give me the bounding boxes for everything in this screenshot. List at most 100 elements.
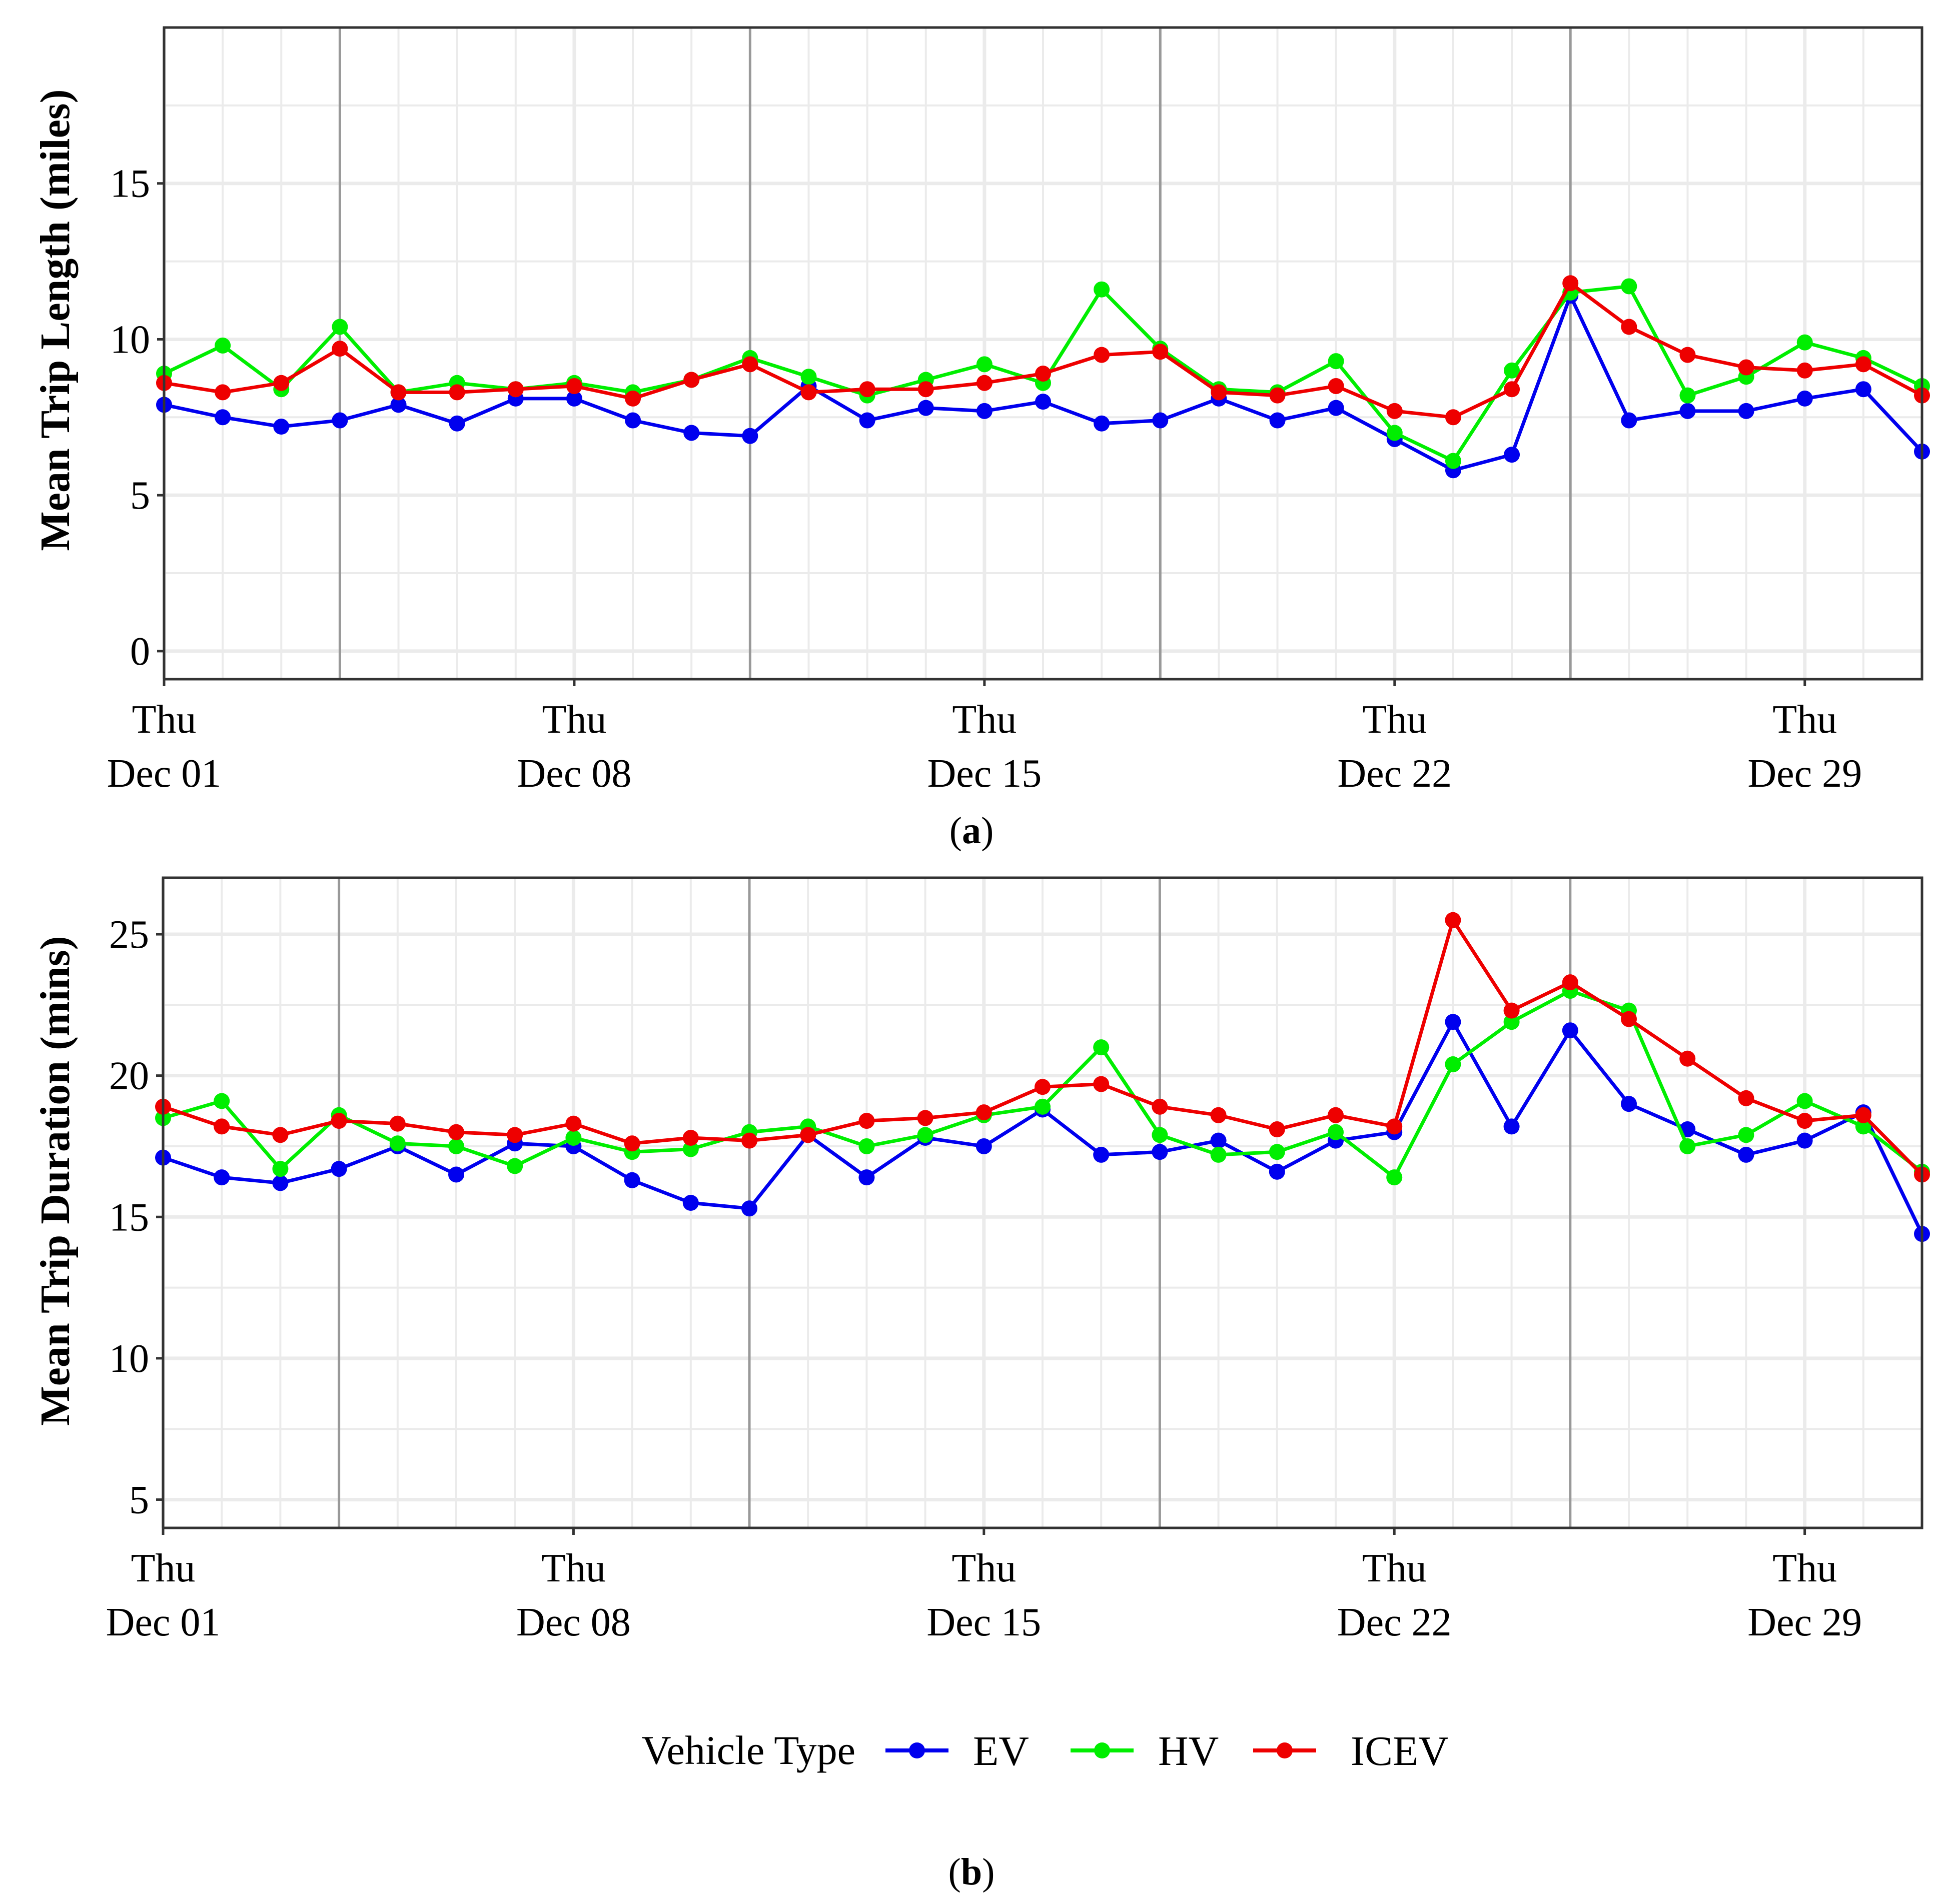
x-tick-label-date: Dec 01 bbox=[107, 752, 222, 796]
grid-layer bbox=[161, 878, 1923, 1528]
data-point-icev bbox=[331, 1113, 347, 1129]
data-point-icev bbox=[215, 384, 231, 401]
x-ticks: Thu Dec 01 Thu Dec 08 Thu Dec 15 Thu Dec 22 Thu D… bbox=[106, 1528, 1862, 1644]
data-point-icev bbox=[917, 381, 934, 398]
data-point-ev bbox=[683, 425, 700, 441]
data-point-icev bbox=[449, 384, 465, 401]
legend-swatch-point bbox=[909, 1742, 925, 1758]
legend-label-hv: HV bbox=[1158, 1728, 1219, 1774]
data-point-hv bbox=[1796, 334, 1813, 351]
x-tick-label-weekday: Thu bbox=[1772, 698, 1837, 742]
data-point-icev bbox=[566, 378, 582, 394]
data-point-ev bbox=[448, 1166, 464, 1183]
data-point-icev bbox=[624, 1135, 640, 1152]
data-point-hv bbox=[682, 1141, 699, 1157]
data-point-icev bbox=[1035, 366, 1051, 382]
data-point-icev bbox=[1445, 912, 1461, 928]
y-tick-label: 5 bbox=[130, 474, 150, 518]
data-point-ev bbox=[682, 1195, 699, 1211]
data-point-ev bbox=[1855, 381, 1871, 398]
data-point-icev bbox=[1504, 381, 1520, 398]
data-point-hv bbox=[565, 1130, 582, 1146]
data-point-ev bbox=[1796, 1132, 1813, 1149]
data-point-ev bbox=[1679, 403, 1696, 419]
data-point-icev bbox=[1094, 347, 1110, 363]
data-point-ev bbox=[1504, 447, 1520, 463]
data-point-icev bbox=[1152, 1098, 1168, 1115]
data-point-ev bbox=[1152, 1144, 1168, 1160]
data-point-icev bbox=[1562, 974, 1578, 991]
legend-item-icev: ICEV bbox=[1253, 1728, 1449, 1774]
data-point-hv bbox=[1621, 278, 1637, 295]
data-point-ev bbox=[1152, 412, 1169, 429]
y-tick-label: 20 bbox=[109, 1054, 149, 1098]
data-point-hv bbox=[215, 337, 231, 354]
data-point-icev bbox=[858, 1113, 875, 1129]
data-point-icev bbox=[507, 381, 524, 398]
data-point-icev bbox=[1269, 387, 1286, 404]
x-tick-label-date: Dec 29 bbox=[1747, 1600, 1862, 1644]
data-point-ev bbox=[1445, 1014, 1461, 1030]
panel-border bbox=[163, 26, 1923, 681]
y-tick-label: 5 bbox=[129, 1478, 149, 1522]
data-point-ev bbox=[1269, 1163, 1285, 1180]
data-point-hv bbox=[1035, 1098, 1051, 1115]
y-tick-label: 10 bbox=[110, 318, 150, 362]
data-point-hv bbox=[1328, 353, 1344, 370]
data-point-hv bbox=[1386, 1169, 1403, 1186]
y-tick-label: 10 bbox=[109, 1337, 149, 1381]
data-point-hv bbox=[1796, 1093, 1813, 1109]
data-point-hv bbox=[1152, 1127, 1168, 1143]
data-point-icev bbox=[1386, 403, 1403, 419]
data-point-icev bbox=[1855, 1107, 1871, 1123]
legend-title: Vehicle Type bbox=[641, 1727, 855, 1773]
x-tick-label-weekday: Thu bbox=[542, 698, 606, 742]
y-tick-label: 25 bbox=[109, 913, 149, 957]
data-point-ev bbox=[1269, 412, 1286, 429]
data-point-icev bbox=[507, 1127, 523, 1143]
data-point-hv bbox=[1679, 387, 1696, 404]
x-tick-label-date: Dec 01 bbox=[106, 1600, 221, 1644]
data-point-ev bbox=[1738, 403, 1754, 419]
caption-b: (b) bbox=[948, 1851, 995, 1893]
data-point-ev bbox=[741, 1200, 757, 1217]
data-point-icev bbox=[1210, 1107, 1227, 1123]
series-layer bbox=[156, 275, 1930, 479]
data-point-hv bbox=[1269, 1144, 1285, 1160]
data-point-hv bbox=[858, 1138, 875, 1154]
data-point-hv bbox=[507, 1158, 523, 1174]
data-point-hv bbox=[1386, 425, 1403, 441]
data-point-ev bbox=[859, 412, 875, 429]
data-point-ev bbox=[624, 1172, 640, 1188]
data-point-ev bbox=[449, 415, 465, 432]
data-point-icev bbox=[1035, 1079, 1051, 1095]
data-point-hv bbox=[389, 1135, 406, 1152]
data-point-icev bbox=[917, 1110, 933, 1126]
data-point-hv bbox=[1503, 1014, 1520, 1030]
data-point-ev bbox=[1796, 390, 1813, 407]
data-point-icev bbox=[448, 1124, 464, 1140]
x-tick-label-date: Dec 29 bbox=[1747, 752, 1862, 796]
x-ticks: Thu Dec 01 Thu Dec 08 Thu Dec 15 Thu Dec 22 Thu D… bbox=[107, 679, 1862, 796]
data-point-icev bbox=[800, 384, 817, 401]
legend-item-hv: HV bbox=[1071, 1728, 1219, 1774]
data-point-icev bbox=[1328, 378, 1344, 394]
series-hv bbox=[156, 278, 1930, 469]
data-point-ev bbox=[331, 1161, 347, 1177]
data-point-ev bbox=[976, 1138, 992, 1154]
data-point-ev bbox=[1503, 1118, 1520, 1135]
data-point-hv bbox=[1445, 453, 1461, 469]
data-point-icev bbox=[1269, 1121, 1285, 1138]
data-point-icev bbox=[1738, 1090, 1754, 1106]
plot-frame bbox=[163, 26, 1923, 681]
data-point-icev bbox=[800, 1127, 816, 1143]
y-ticks: 5 10 15 20 25 bbox=[109, 913, 163, 1522]
data-point-icev bbox=[565, 1115, 582, 1132]
data-point-icev bbox=[1679, 347, 1696, 363]
data-point-icev bbox=[1445, 409, 1461, 426]
data-point-ev bbox=[273, 419, 290, 435]
y-tick-label: 15 bbox=[109, 1195, 149, 1239]
data-point-hv bbox=[1445, 1056, 1461, 1073]
